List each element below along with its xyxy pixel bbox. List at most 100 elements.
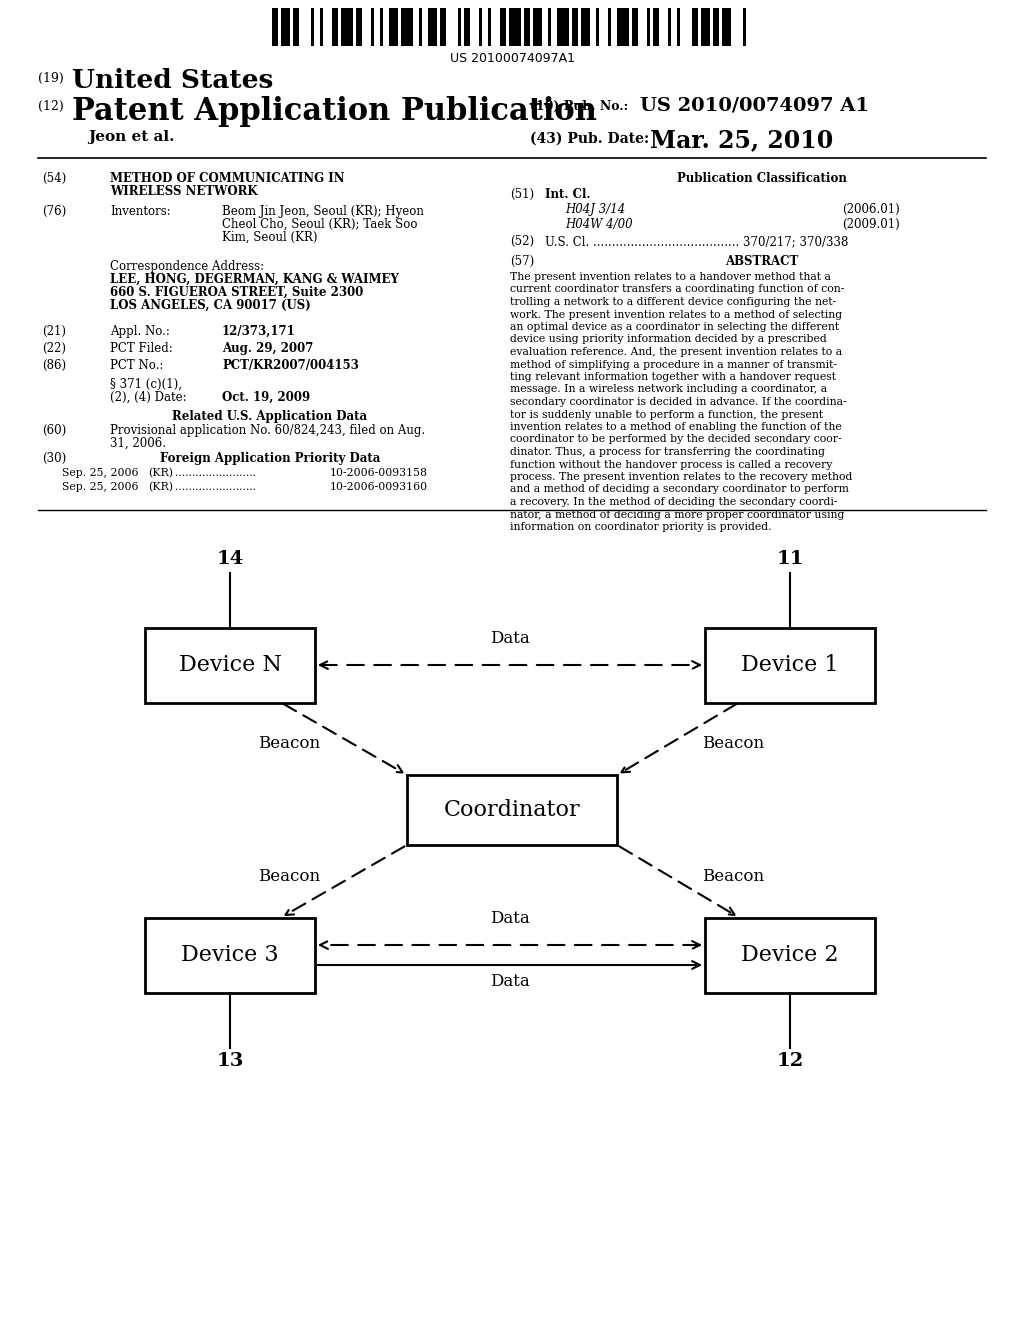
Text: Data: Data <box>490 909 529 927</box>
Text: Oct. 19, 2009: Oct. 19, 2009 <box>222 391 310 404</box>
Bar <box>293 8 299 46</box>
Text: ........................: ........................ <box>175 469 256 478</box>
Text: ting relevant information together with a handover request: ting relevant information together with … <box>510 372 836 381</box>
Text: (19): (19) <box>38 73 63 84</box>
Text: United States: United States <box>72 69 273 92</box>
Text: PCT No.:: PCT No.: <box>110 359 164 372</box>
Bar <box>668 8 671 46</box>
Bar <box>701 8 710 46</box>
Text: (2006.01): (2006.01) <box>842 203 900 216</box>
Bar <box>145 627 315 702</box>
Text: US 2010/0074097 A1: US 2010/0074097 A1 <box>640 96 869 114</box>
Bar <box>464 8 470 46</box>
Text: process. The present invention relates to the recovery method: process. The present invention relates t… <box>510 473 852 482</box>
Text: US 20100074097A1: US 20100074097A1 <box>450 51 574 65</box>
Text: Device N: Device N <box>178 653 282 676</box>
Bar <box>653 8 659 46</box>
Text: (43) Pub. Date:: (43) Pub. Date: <box>530 132 649 147</box>
Text: PCT Filed:: PCT Filed: <box>110 342 173 355</box>
Text: (21): (21) <box>42 325 66 338</box>
Text: Device 3: Device 3 <box>181 944 279 966</box>
Bar <box>407 775 617 845</box>
Bar <box>722 8 731 46</box>
Text: WIRELESS NETWORK: WIRELESS NETWORK <box>110 185 258 198</box>
Text: § 371 (c)(1),: § 371 (c)(1), <box>110 378 182 391</box>
Text: a recovery. In the method of deciding the secondary coordi-: a recovery. In the method of deciding th… <box>510 498 838 507</box>
Bar <box>548 8 551 46</box>
Bar <box>319 8 323 46</box>
Text: (86): (86) <box>42 359 67 372</box>
Bar <box>713 8 719 46</box>
Bar <box>488 8 490 46</box>
Text: dinator. Thus, a process for transferring the coordinating: dinator. Thus, a process for transferrin… <box>510 447 825 457</box>
Bar <box>380 8 383 46</box>
Text: (60): (60) <box>42 424 67 437</box>
Bar <box>500 8 506 46</box>
Text: (54): (54) <box>42 172 67 185</box>
Bar <box>458 8 461 46</box>
Text: and a method of deciding a secondary coordinator to perform: and a method of deciding a secondary coo… <box>510 484 849 495</box>
Text: Beacon: Beacon <box>701 735 764 752</box>
Bar <box>705 917 874 993</box>
Bar <box>389 8 398 46</box>
Bar <box>401 8 413 46</box>
Text: Kim, Seoul (KR): Kim, Seoul (KR) <box>222 231 317 244</box>
Bar <box>371 8 374 46</box>
Text: tor is suddenly unable to perform a function, the present: tor is suddenly unable to perform a func… <box>510 409 823 420</box>
Bar <box>332 8 338 46</box>
Text: Beacon: Beacon <box>258 867 321 884</box>
Bar <box>419 8 422 46</box>
Text: LOS ANGELES, CA 90017 (US): LOS ANGELES, CA 90017 (US) <box>110 300 310 312</box>
Text: (10) Pub. No.:: (10) Pub. No.: <box>530 100 629 114</box>
Text: (57): (57) <box>510 255 535 268</box>
Text: information on coordinator priority is provided.: information on coordinator priority is p… <box>510 521 771 532</box>
Text: Publication Classification: Publication Classification <box>677 172 847 185</box>
Bar <box>524 8 530 46</box>
Text: Device 1: Device 1 <box>741 653 839 676</box>
Bar <box>581 8 590 46</box>
Text: METHOD OF COMMUNICATING IN: METHOD OF COMMUNICATING IN <box>110 172 344 185</box>
Text: Device 2: Device 2 <box>741 944 839 966</box>
Text: Sep. 25, 2006: Sep. 25, 2006 <box>62 469 138 478</box>
Bar <box>647 8 650 46</box>
Text: Inventors:: Inventors: <box>110 205 171 218</box>
Text: secondary coordinator is decided in advance. If the coordina-: secondary coordinator is decided in adva… <box>510 397 847 407</box>
Text: H04W 4/00: H04W 4/00 <box>565 218 633 231</box>
Text: Aug. 29, 2007: Aug. 29, 2007 <box>222 342 313 355</box>
Bar <box>145 917 315 993</box>
Text: (22): (22) <box>42 342 66 355</box>
Text: ABSTRACT: ABSTRACT <box>725 255 799 268</box>
Text: 12: 12 <box>776 1052 804 1071</box>
Text: Correspondence Address:: Correspondence Address: <box>110 260 264 273</box>
Text: trolling a network to a different device configuring the net-: trolling a network to a different device… <box>510 297 837 308</box>
Text: Cheol Cho, Seoul (KR); Taek Soo: Cheol Cho, Seoul (KR); Taek Soo <box>222 218 418 231</box>
Text: 10-2006-0093158: 10-2006-0093158 <box>330 469 428 478</box>
Text: LEE, HONG, DEGERMAN, KANG & WAIMEY: LEE, HONG, DEGERMAN, KANG & WAIMEY <box>110 273 399 286</box>
Text: evaluation reference. And, the present invention relates to a: evaluation reference. And, the present i… <box>510 347 842 356</box>
Text: current coordinator transfers a coordinating function of con-: current coordinator transfers a coordina… <box>510 285 845 294</box>
Bar <box>341 8 353 46</box>
Text: (KR): (KR) <box>148 482 173 492</box>
Text: Mar. 25, 2010: Mar. 25, 2010 <box>650 128 834 152</box>
Bar <box>509 8 521 46</box>
Text: 14: 14 <box>216 549 244 568</box>
Bar <box>608 8 611 46</box>
Text: Beom Jin Jeon, Seoul (KR); Hyeon: Beom Jin Jeon, Seoul (KR); Hyeon <box>222 205 424 218</box>
Bar <box>428 8 437 46</box>
Text: Data: Data <box>490 973 529 990</box>
Text: Patent Application Publication: Patent Application Publication <box>72 96 597 127</box>
Bar <box>617 8 629 46</box>
Bar <box>692 8 698 46</box>
Bar <box>572 8 578 46</box>
Text: invention relates to a method of enabling the function of the: invention relates to a method of enablin… <box>510 422 842 432</box>
Text: PCT/KR2007/004153: PCT/KR2007/004153 <box>222 359 358 372</box>
Bar <box>705 627 874 702</box>
Text: method of simplifying a procedure in a manner of transmit-: method of simplifying a procedure in a m… <box>510 359 837 370</box>
Text: ........................: ........................ <box>175 482 256 492</box>
Text: nator, a method of deciding a more proper coordinator using: nator, a method of deciding a more prope… <box>510 510 845 520</box>
Text: message. In a wireless network including a coordinator, a: message. In a wireless network including… <box>510 384 827 395</box>
Text: (76): (76) <box>42 205 67 218</box>
Text: H04J 3/14: H04J 3/14 <box>565 203 626 216</box>
Text: Appl. No.:: Appl. No.: <box>110 325 170 338</box>
Bar <box>356 8 362 46</box>
